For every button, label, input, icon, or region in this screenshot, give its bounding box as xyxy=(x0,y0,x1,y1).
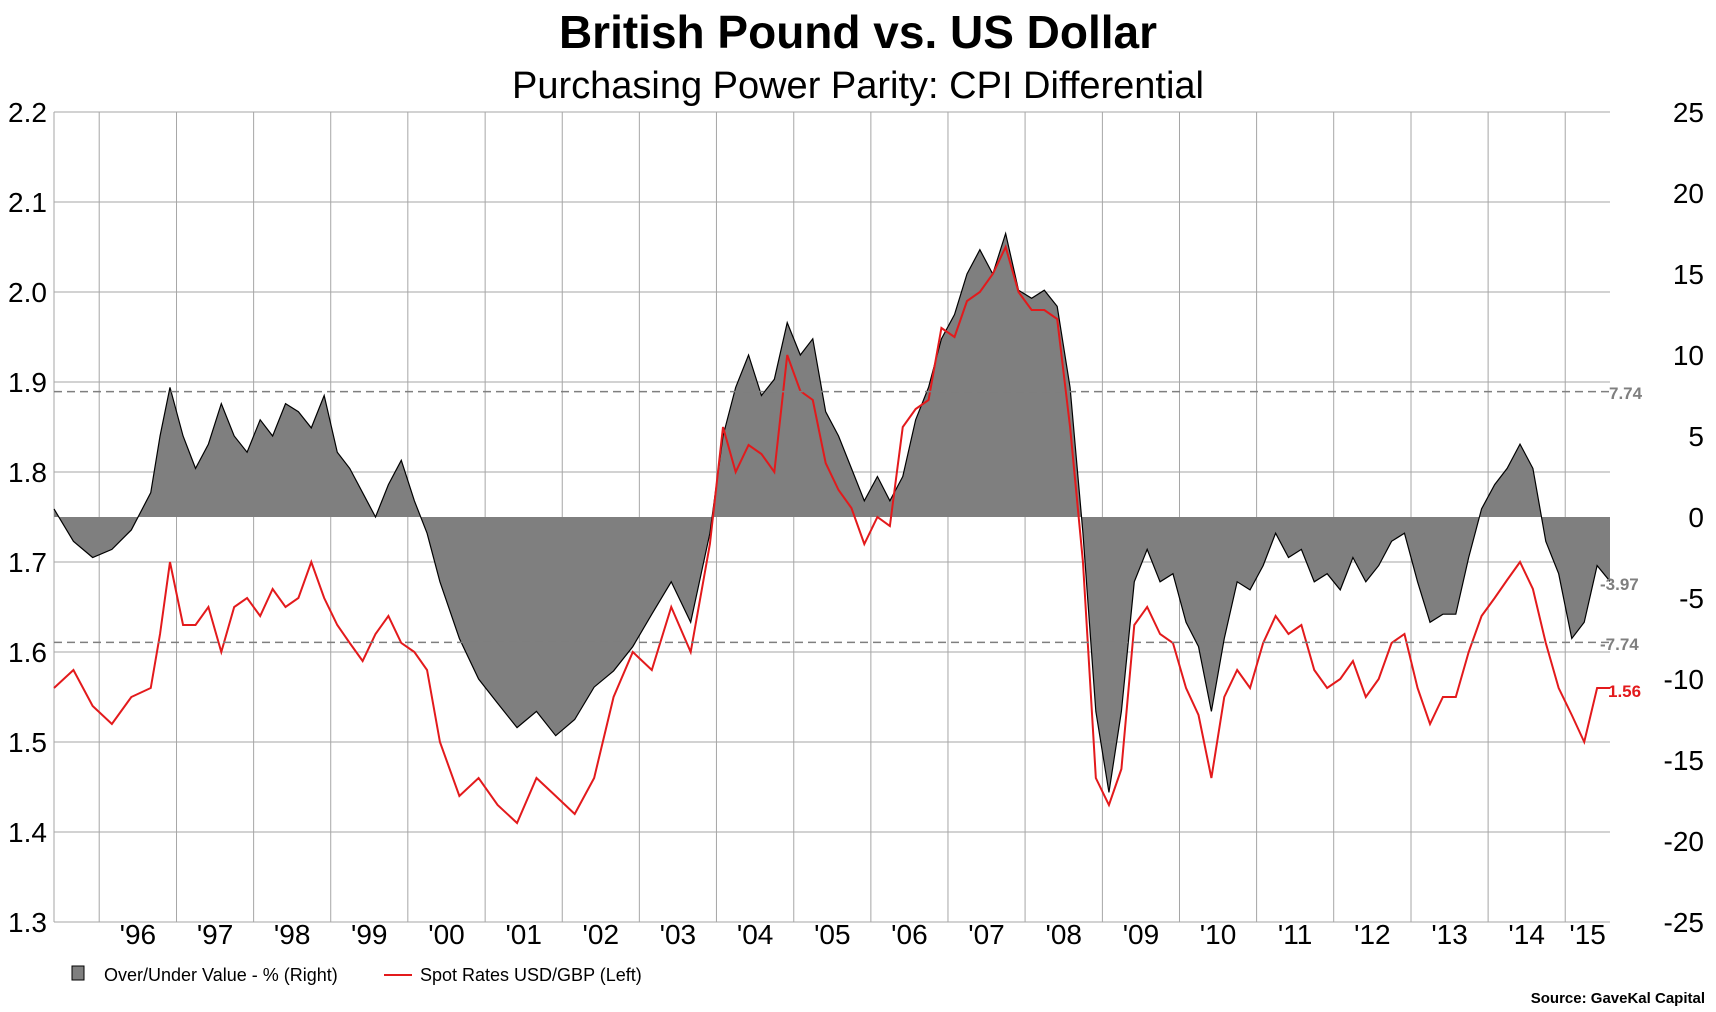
spot-rate-line xyxy=(53,244,1610,825)
y-right-tick-label: 5 xyxy=(1688,421,1704,452)
x-tick-label: '98 xyxy=(274,919,311,950)
y-right-tick-label: -20 xyxy=(1664,826,1704,857)
x-tick-label: '06 xyxy=(891,919,928,950)
x-tick-label: '11 xyxy=(1278,919,1312,950)
over-under-line xyxy=(53,231,1611,793)
x-tick-label: '10 xyxy=(1200,919,1237,950)
x-tick-label: '12 xyxy=(1354,919,1391,950)
y-left-tick-label: 1.5 xyxy=(8,727,47,758)
x-tick-label: '14 xyxy=(1508,919,1545,950)
x-tick-label: '97 xyxy=(197,919,234,950)
axis-layer: 1.3 1.4 1.5 1.6 1.7 1.8 1.9 2.0 2.1 2.2 -25 -20 -15 -… xyxy=(8,97,1704,950)
y-right-tick-label: 15 xyxy=(1673,259,1704,290)
x-tick-label: '01 xyxy=(505,919,542,950)
y-left-tick-label: 2.1 xyxy=(8,187,47,218)
x-tick-label: '04 xyxy=(737,919,774,950)
x-tick-label: '99 xyxy=(351,919,388,950)
x-tick-label: '09 xyxy=(1123,919,1160,950)
y-left-tick-label: 1.4 xyxy=(8,817,47,848)
y-right-tick-label: -25 xyxy=(1664,907,1704,938)
last-spot-label: 1.56 xyxy=(1608,682,1641,701)
chart-title: British Pound vs. US Dollar xyxy=(559,6,1157,58)
y-left-tick-label: 1.9 xyxy=(8,367,47,398)
y-right-tick-label: -5 xyxy=(1679,583,1704,614)
lower-band-label: -7.74 xyxy=(1600,635,1639,654)
y-left-tick-label: 2.0 xyxy=(8,277,47,308)
y-right-tick-label: 20 xyxy=(1673,178,1704,209)
over-under-area-layer xyxy=(53,231,1611,793)
x-tick-label: '05 xyxy=(814,919,851,950)
x-tick-label: '03 xyxy=(660,919,697,950)
x-tick-label: '02 xyxy=(583,919,620,950)
over-under-legend-label: Over/Under Value - % (Right) xyxy=(104,965,338,985)
source-note: Source: GaveKal Capital xyxy=(1531,990,1705,1007)
spot-legend-label: Spot Rates USD/GBP (Left) xyxy=(420,965,642,985)
y-right-tick-label: 25 xyxy=(1673,97,1704,128)
x-tick-label: '00 xyxy=(428,919,465,950)
y-left-tick-label: 2.2 xyxy=(8,97,47,128)
y-left-tick-label: 1.6 xyxy=(8,637,47,668)
y-right-tick-label: -15 xyxy=(1664,745,1704,776)
over-under-area xyxy=(54,233,1610,793)
y-left-tick-label: 1.8 xyxy=(8,457,47,488)
upper-band-label: 7.74 xyxy=(1609,384,1643,403)
x-tick-label: '08 xyxy=(1045,919,1082,950)
y-right-tick-label: -10 xyxy=(1664,664,1704,695)
over-under-legend-swatch xyxy=(71,965,85,981)
chart-subtitle: Purchasing Power Parity: CPI Differentia… xyxy=(512,65,1204,107)
x-tick-label: '15 xyxy=(1569,919,1606,950)
x-tick-label: '07 xyxy=(968,919,1005,950)
y-right-tick-label: 10 xyxy=(1673,340,1704,371)
last-over-under-label: -3.97 xyxy=(1600,575,1639,594)
y-right-tick-label: 0 xyxy=(1688,502,1704,533)
x-tick-label: '13 xyxy=(1431,919,1468,950)
x-tick-label: '96 xyxy=(120,919,157,950)
legend: Over/Under Value - % (Right) Spot Rates … xyxy=(71,965,642,985)
spot-line-layer xyxy=(53,244,1610,825)
y-left-tick-label: 1.7 xyxy=(8,547,47,578)
y-left-tick-label: 1.3 xyxy=(8,907,47,938)
